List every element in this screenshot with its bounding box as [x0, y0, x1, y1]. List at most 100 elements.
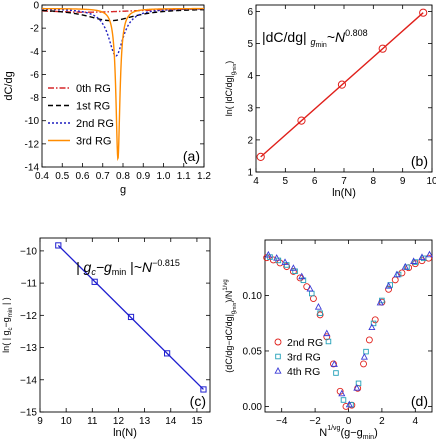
data-point: [300, 277, 307, 284]
panel-a: 0.4 0.5 0.6 0.7 0.8 0.9 1.0 1.1 1.2 0 -2 -4 -6 -8 -10 -…: [3, 1, 211, 197]
legend-label: 2nd RG: [287, 337, 323, 349]
x-tick-label: 0.6: [76, 171, 90, 182]
x-tick-label: 9: [400, 176, 406, 187]
data-point: [337, 80, 347, 89]
data-point: [273, 254, 281, 261]
x-tick-label: 9: [37, 416, 43, 427]
data-point: [360, 360, 367, 368]
panel-b: 4 5 6 7 8 9 10 1 2 3 4 5 6 (b) |dC/dg| gmin~N0.808 ln( …: [224, 4, 436, 199]
x-tick-label: 0.4: [35, 171, 49, 182]
x-tick-label: 0.5: [55, 171, 69, 182]
panel-c: 9 10 11 12 13 14 15 −10 −11 −12 −13 −14 −15 (c) | gc−g…: [1, 237, 211, 439]
legend-label: 3rd RG: [287, 352, 321, 364]
x-axis-label: ln(N): [332, 187, 356, 199]
data-point: [306, 284, 314, 292]
y-tick-label: −13: [20, 343, 37, 354]
data-point: [91, 278, 98, 285]
y-tick-label: 3: [247, 103, 253, 114]
annotation: | gc−gmin |~N−0.815: [76, 258, 180, 277]
x-tick-label: 11: [87, 416, 98, 427]
x-tick-label: 5: [283, 176, 289, 187]
data-point: [365, 336, 373, 344]
panel-d: −4 −2 0 2 4 0.00 0.05 0.10 (d) 2nd RG 3rd RG 4th RG…: [223, 239, 434, 441]
data-point: [385, 285, 393, 293]
y-tick-label: -14: [25, 163, 40, 174]
legend-marker: [275, 353, 281, 360]
x-tick-label: 15: [191, 416, 203, 427]
data-point: [323, 329, 331, 337]
x-tick-label: 6: [312, 176, 318, 187]
x-tick-label: 10: [426, 176, 436, 187]
series-2nd-rg: [263, 254, 433, 410]
y-tick-label: 0.05: [243, 346, 263, 357]
series-3rd-rg: [267, 254, 427, 408]
x-tick-label: −4: [276, 416, 288, 427]
data-point: [330, 360, 337, 368]
data-point: [404, 264, 410, 270]
data-point: [378, 44, 387, 53]
data-point: [425, 254, 433, 262]
x-axis-label: ln(N): [113, 427, 137, 439]
legend: 2nd RG 3rd RG 4th RG: [274, 337, 323, 378]
data-point: [264, 250, 272, 258]
x-axis-label: N1/νg(g−gmin): [319, 425, 377, 441]
fit-line: [260, 12, 424, 158]
data-point: [345, 400, 353, 408]
data-point: [368, 323, 376, 331]
series-line-3rd-rg: [42, 7, 204, 162]
data-point: [314, 303, 322, 310]
y-tick-label: 0: [33, 1, 39, 12]
data-point: [55, 242, 62, 249]
data-point: [289, 268, 297, 275]
y-tick-label: -10: [25, 116, 40, 127]
legend-marker: [274, 367, 282, 374]
data-point: [200, 386, 207, 393]
x-tick-label: 13: [139, 416, 151, 427]
y-axis-label: (dC/dg−dC/dg|gmin)/N1/νg: [223, 279, 238, 372]
data-point: [355, 380, 362, 387]
x-tick-label: 1.2: [197, 171, 211, 182]
y-tick-label: −15: [20, 408, 37, 419]
y-tick-label: 4: [247, 71, 253, 82]
y-tick-label: −12: [20, 311, 37, 322]
data-point: [360, 353, 368, 360]
data-point: [281, 258, 289, 265]
data-point: [325, 338, 332, 345]
x-tick-label: −2: [309, 416, 321, 427]
data-point: [420, 255, 427, 262]
data-point: [353, 384, 361, 391]
y-tick-label: 6: [247, 7, 253, 18]
data-point: [330, 360, 338, 367]
data-point: [256, 152, 265, 162]
data-point: [317, 310, 323, 316]
y-axis-label: ln( | gc−gmin | ): [1, 297, 14, 353]
x-tick-label: 7: [341, 176, 347, 187]
panel-label: (a): [183, 148, 200, 164]
data-point: [419, 8, 428, 17]
panel-label: (d): [411, 393, 428, 409]
panel-label: (c): [190, 393, 206, 409]
data-point: [371, 316, 379, 324]
x-tick-label: 0.7: [96, 171, 110, 182]
x-tick-label: 8: [371, 176, 377, 187]
x-tick-label: 12: [113, 416, 125, 427]
legend-label: 1st RG: [76, 101, 110, 113]
data-point: [164, 350, 171, 357]
data-point: [401, 262, 409, 270]
y-axis-label: ln( |dC/dg|gmin): [224, 61, 238, 117]
legend-marker: [274, 338, 282, 346]
data-point: [363, 348, 369, 355]
x-tick-label: 2: [379, 416, 385, 427]
x-tick-label: 0: [346, 416, 352, 427]
data-point: [412, 259, 419, 265]
x-tick-label: 1.0: [157, 171, 171, 182]
data-point: [289, 264, 297, 271]
y-tick-label: 1: [247, 168, 253, 179]
series-4th-rg: [264, 250, 434, 408]
y-axis-label: dC/dg: [3, 71, 15, 100]
x-tick-label: 4: [413, 416, 419, 427]
data-point: [393, 270, 401, 278]
x-tick-label: 4: [253, 176, 259, 187]
data-point: [370, 320, 377, 327]
